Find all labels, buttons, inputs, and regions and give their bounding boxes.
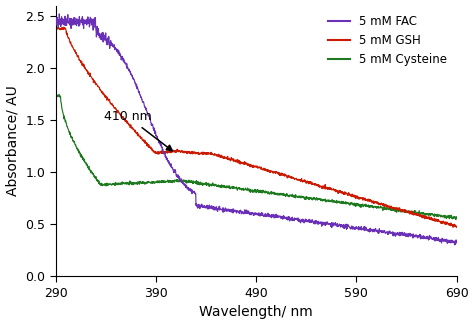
Y-axis label: Absorbance/ AU: Absorbance/ AU bbox=[6, 86, 19, 196]
Text: 410 nm: 410 nm bbox=[104, 110, 172, 151]
X-axis label: Wavelength/ nm: Wavelength/ nm bbox=[199, 306, 313, 319]
Legend: 5 mM FAC, 5 mM GSH, 5 mM Cysteine: 5 mM FAC, 5 mM GSH, 5 mM Cysteine bbox=[325, 11, 451, 69]
